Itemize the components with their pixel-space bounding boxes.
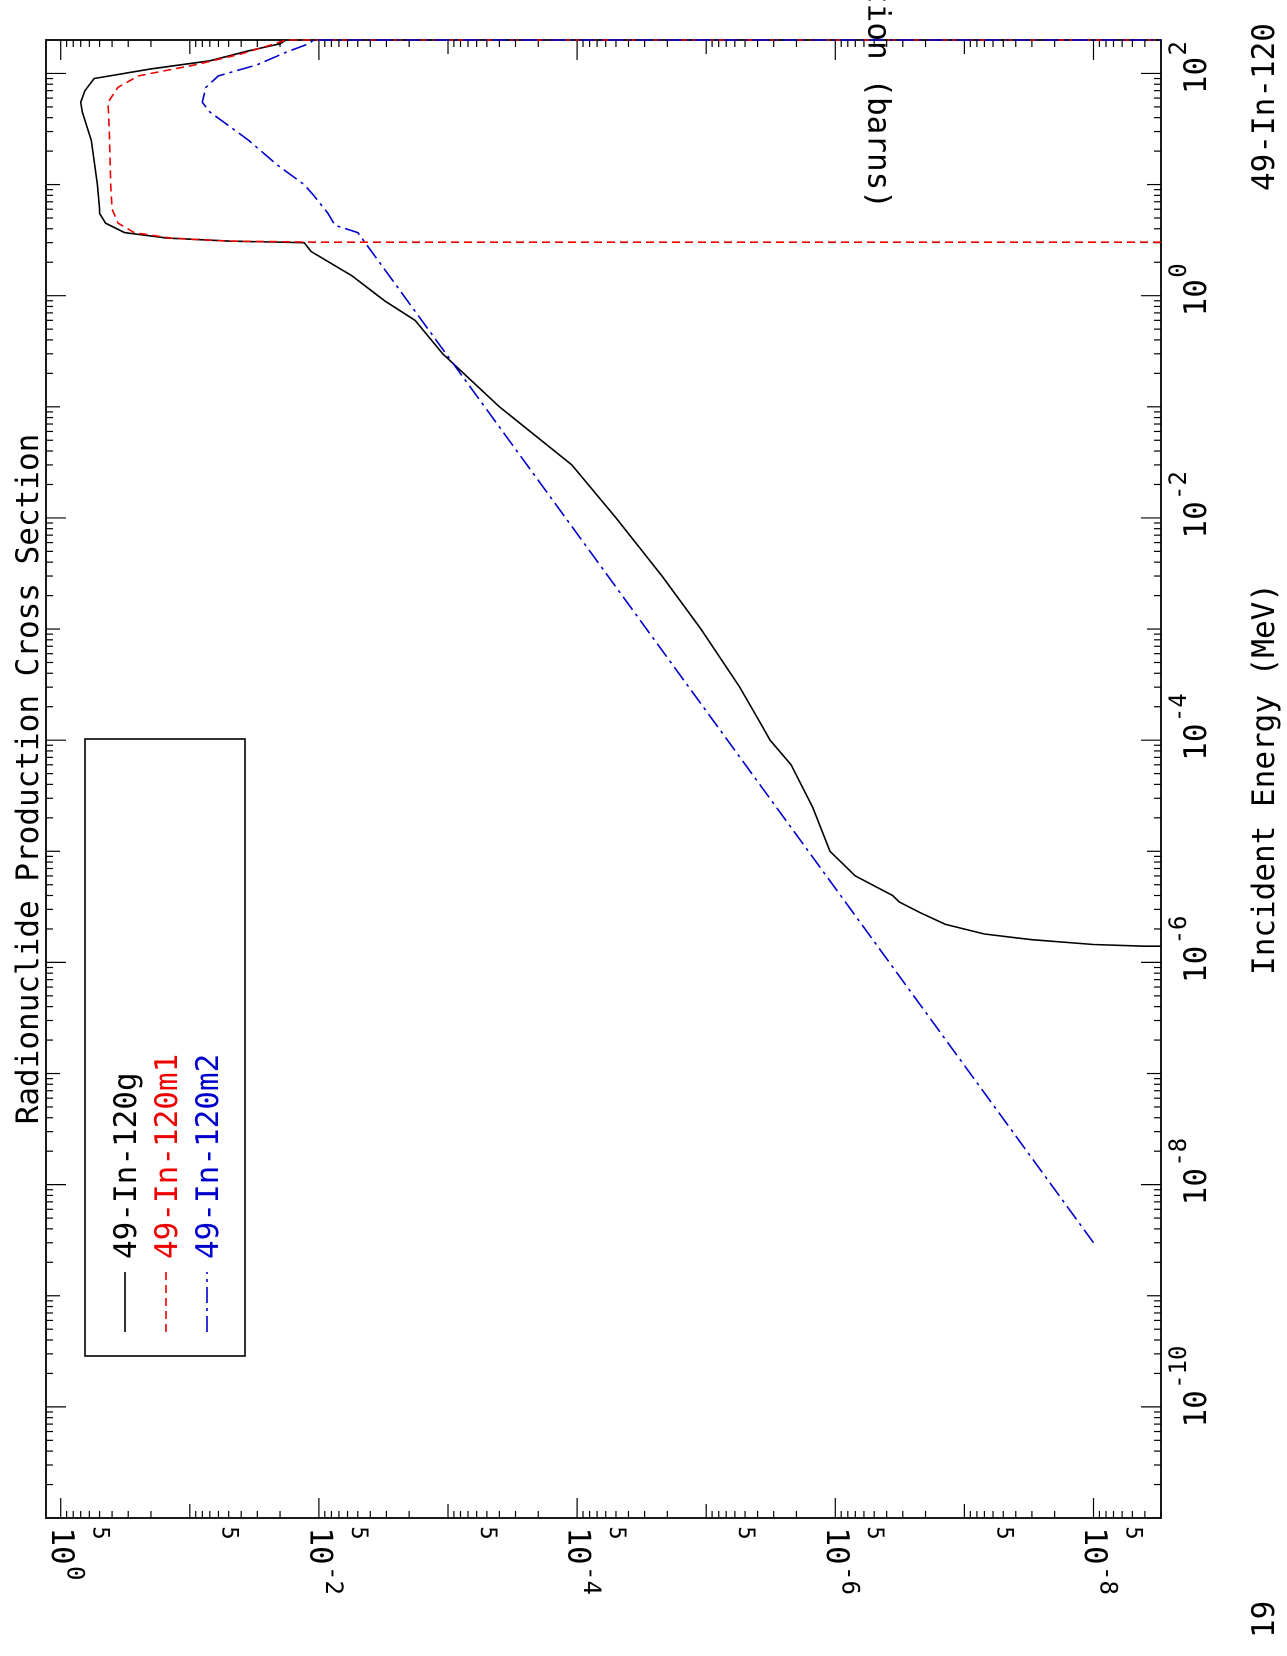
legend-label-49-In-120m2: 49-In-120m2 [190,1054,226,1259]
axis-ticks [46,39,1162,1519]
y-tick-label: 10-6 [819,1527,865,1595]
y-tick-label-exp: -6 [836,1566,864,1595]
y-tick-label-base: 10 [1077,1527,1113,1564]
x-tick-label: 10-8 [1164,1138,1214,1206]
y-tick-label-exp: 0 [62,1566,90,1580]
y-minor-label: 5 [88,1526,113,1539]
x-tick-label-exp: -4 [1164,693,1192,722]
y-minor-label: 5 [346,1526,371,1539]
plot-frame [45,39,1162,1519]
legend: 49-In-120g 49-In-120m1 49-In-120m2 [84,738,246,1357]
y-minor-label: 5 [475,1526,500,1539]
x-tick-label-exp: -8 [1164,1138,1192,1167]
corner-label-right: 49-In-120 [1246,23,1282,191]
legend-label-49-In-120g: 49-In-120g [108,1072,144,1259]
x-tick-label: 10-4 [1164,693,1214,761]
x-tick-label-base: 10 [1178,946,1214,983]
series-lines [79,39,1161,1244]
y-minor-label: 5 [604,1526,629,1539]
y-axis-label: Cross Section (barns) [861,0,897,209]
legend-label-49-In-120m1: 49-In-120m1 [149,1054,185,1259]
y-tick-label-base: 10 [44,1527,80,1564]
series-line-49-In-120m1 [107,39,1161,243]
series-line-49-In-120g [79,39,1161,948]
x-axis-label: Incident Energy (MeV) [1246,583,1282,975]
chart-title: Radionuclide Production Cross Section [10,434,46,1125]
y-tick-label: 10-2 [302,1527,348,1595]
y-tick-label: 100 [44,1527,89,1580]
x-tick-label-base: 10 [1178,724,1214,761]
x-tick-label-base: 10 [1178,1168,1214,1205]
y-minor-labels: 5 5 5 5 5 5 5 5 5 [88,1526,1146,1539]
y-minor-label: 5 [217,1526,242,1539]
y-minor-label: 5 [1120,1526,1145,1539]
x-tick-label-base: 10 [1178,501,1214,538]
x-tick-label: 102 [1164,41,1214,94]
x-tick-label-base: 10 [1178,57,1214,94]
y-tick-label-exp: -8 [1094,1566,1122,1595]
series-line-49-In-120m2 [201,39,1161,1244]
x-tick-label: 10-2 [1164,471,1214,539]
x-tick-label-exp: 0 [1164,263,1192,277]
x-tick-label: 10-10 [1164,1346,1214,1428]
y-tick-label-exp: -2 [320,1566,348,1595]
x-tick-label-base: 10 [1178,1390,1214,1427]
x-tick-label-exp: -2 [1164,471,1192,500]
y-tick-label-base: 10 [819,1527,855,1564]
y-tick-label-exp: -4 [578,1566,606,1595]
y-tick-label-base: 10 [302,1527,338,1564]
x-tick-label-exp: 2 [1164,41,1192,55]
x-tick-label-base: 10 [1178,279,1214,316]
y-tick-label: 10-8 [1077,1527,1123,1595]
x-tick-label-exp: -6 [1164,915,1192,944]
x-tick-label-exp: -10 [1164,1346,1192,1389]
legend-box [84,738,246,1357]
y-minor-label: 5 [733,1526,758,1539]
x-tick-label: 100 [1164,263,1214,316]
y-minor-label: 5 [991,1526,1016,1539]
corner-label-left: 19 [1246,1601,1282,1638]
x-tick-label: 10-6 [1164,915,1214,983]
y-tick-label-base: 10 [561,1527,597,1564]
y-tick-label: 10-4 [561,1527,607,1595]
y-minor-label: 5 [862,1526,887,1539]
